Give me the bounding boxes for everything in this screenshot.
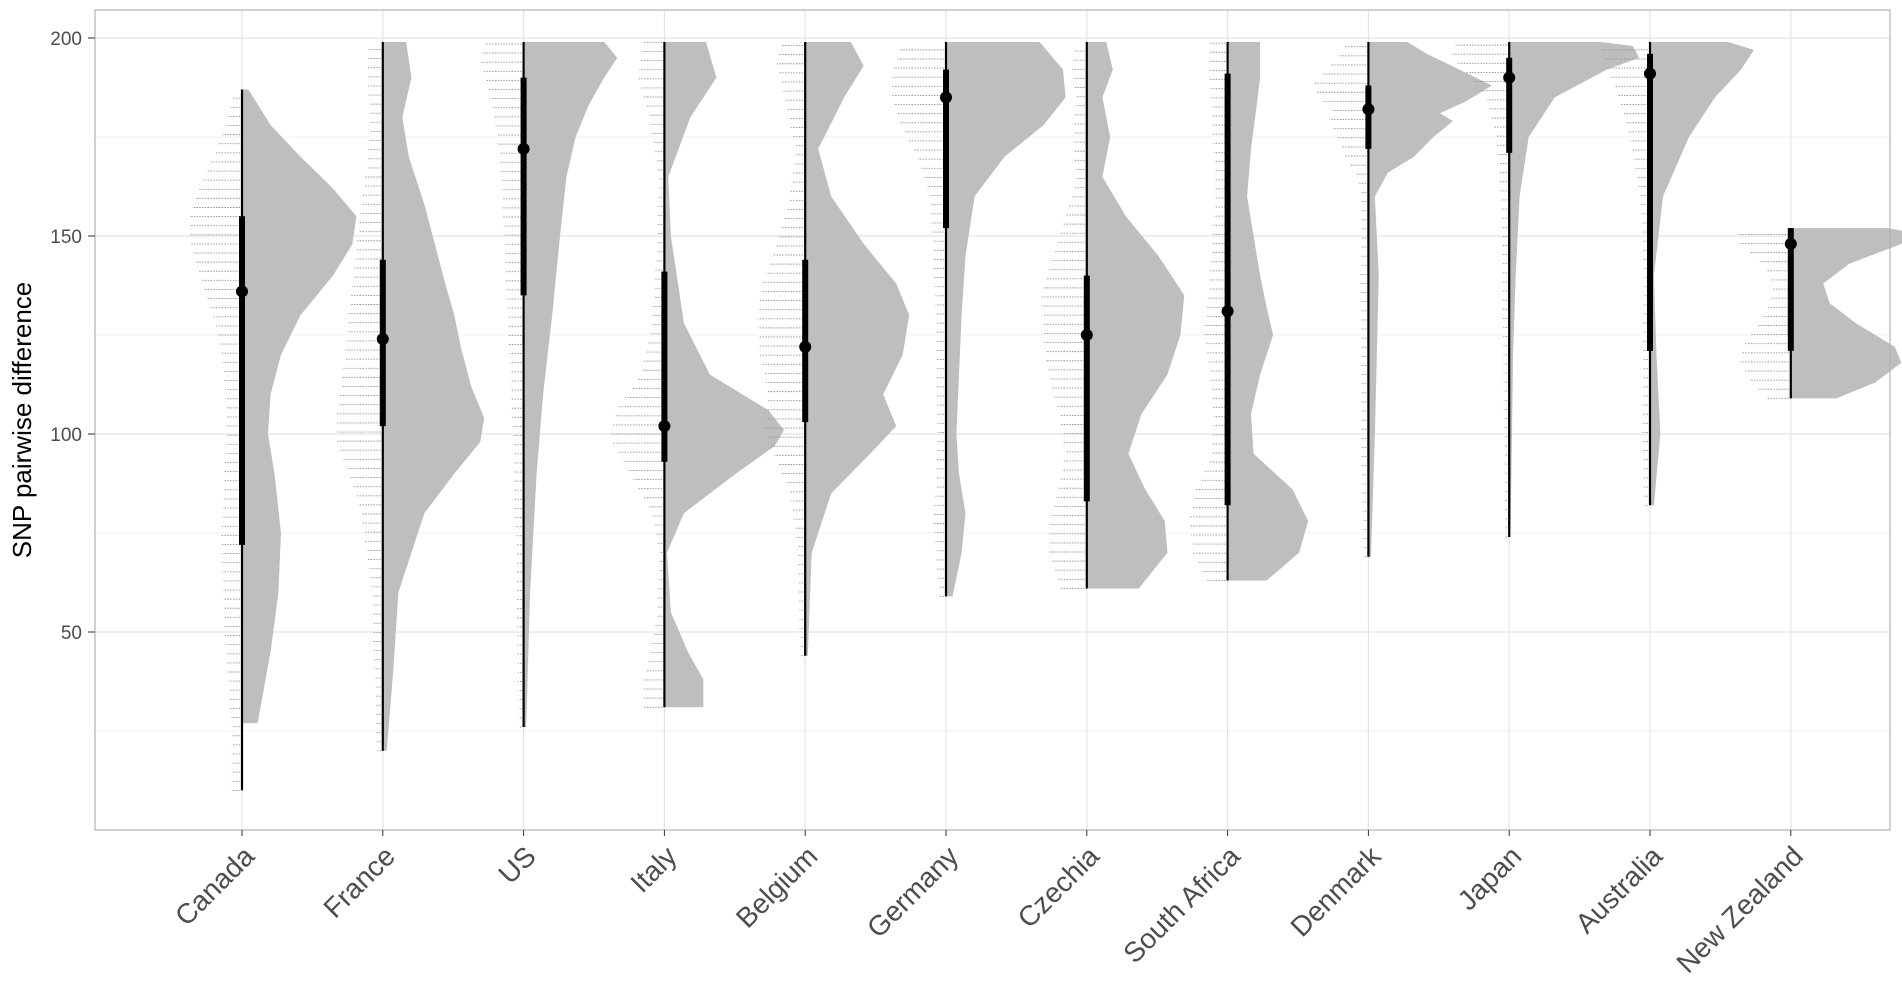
point-estimate (658, 420, 671, 433)
x-tick-label: France (317, 840, 401, 924)
density-cloud-us (523, 41, 618, 728)
x-tick-label: Belgium (730, 840, 823, 933)
point-estimate (1644, 67, 1656, 80)
y-tick-label: 50 (61, 623, 82, 644)
x-tick-label: Czechia (1012, 840, 1106, 934)
point-estimate (1362, 103, 1375, 116)
y-tick-label: 100 (50, 425, 82, 446)
density-cloud-australia (1650, 41, 1754, 506)
rain-points-layer (189, 41, 1789, 791)
density-cloud-canada (242, 89, 357, 724)
y-tick-label: 200 (50, 29, 82, 50)
y-tick-label: 150 (50, 227, 82, 248)
y-axis-title: SNP pairwise difference (7, 282, 37, 559)
point-estimate (236, 285, 248, 298)
x-tick-label: Germany (861, 840, 964, 943)
x-tick-label: South Africa (1117, 840, 1246, 969)
density-cloud-belgium (805, 41, 910, 656)
x-tick-label: Japan (1452, 840, 1528, 916)
density-cloud-japan (1509, 41, 1640, 537)
point-estimate (940, 91, 952, 104)
density-cloud-germany (946, 41, 1066, 597)
density-cloud-france (382, 41, 485, 751)
density-cloud-new-zealand (1790, 228, 1902, 399)
y-tick-labels: 50 100 150 200 (50, 29, 95, 644)
density-cloud-czechia (1086, 41, 1185, 589)
point-estimate (1221, 305, 1234, 318)
panel-border (94, 9, 1891, 831)
x-tick-label: Australia (1569, 840, 1668, 939)
x-tick-label: US (492, 840, 541, 889)
point-estimate (799, 340, 812, 353)
point-estimate (1080, 329, 1093, 341)
x-tick-label: Italy (624, 840, 682, 898)
summary-layer (236, 41, 1797, 791)
x-tick-label: Denmark (1284, 840, 1387, 943)
point-estimate (376, 332, 389, 345)
x-tick-label: Canada (169, 840, 261, 932)
density-layer (242, 41, 1902, 751)
point-estimate (1503, 71, 1516, 84)
x-tick-labels: Canada France US Italy Belgium Germany Czechia… (169, 830, 1809, 979)
point-estimate (517, 142, 530, 155)
density-cloud-italy (664, 41, 784, 708)
point-estimate (1784, 237, 1797, 250)
density-cloud-denmark (1368, 41, 1492, 557)
x-tick-label: New Zealand (1670, 840, 1809, 979)
density-cloud-south-africa (1227, 41, 1309, 581)
